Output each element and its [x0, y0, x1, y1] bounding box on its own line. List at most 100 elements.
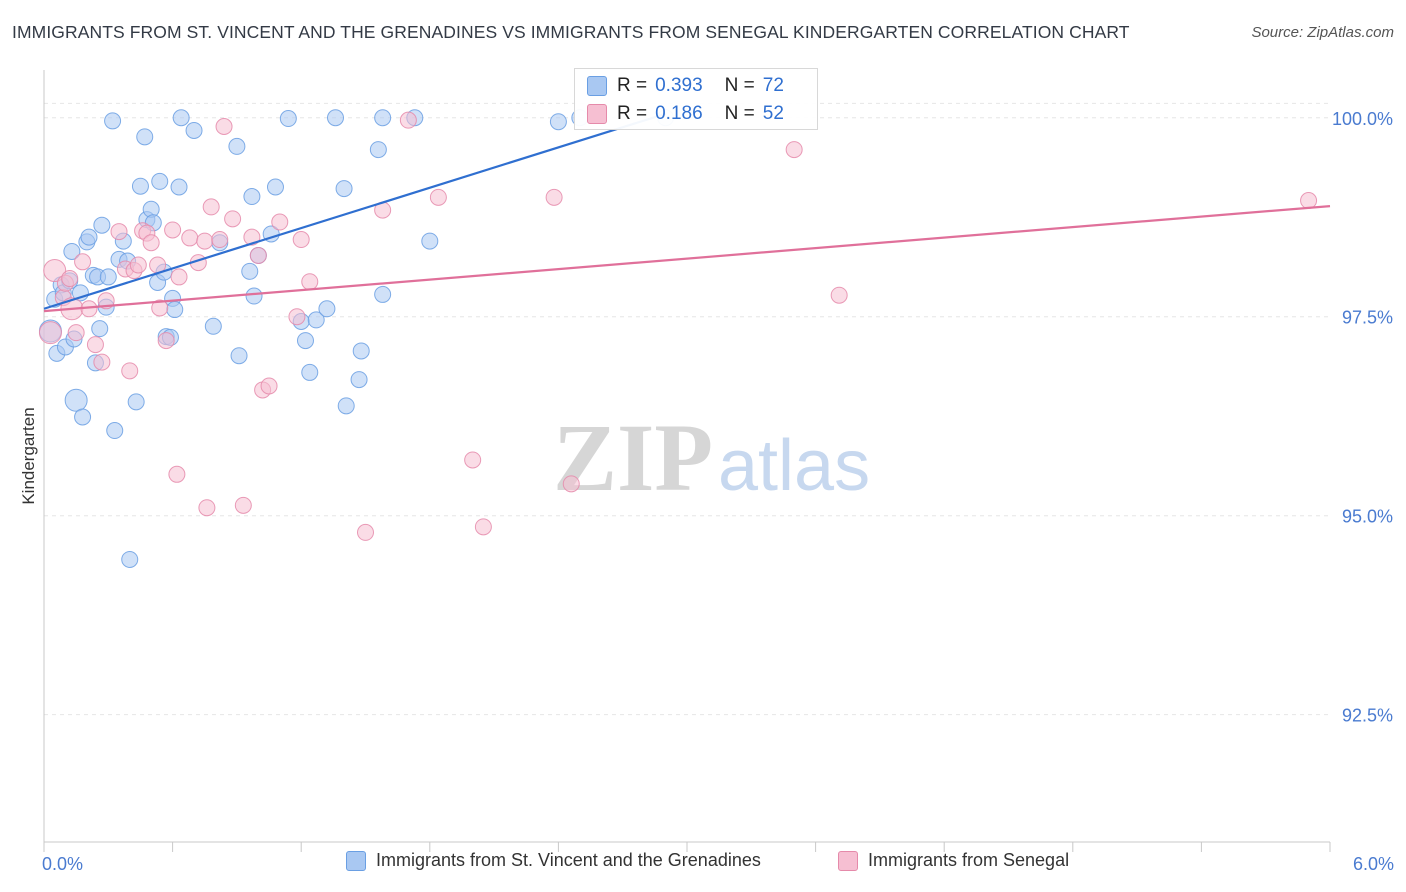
- point-senegal: [110, 223, 128, 241]
- legend-item-series1[interactable]: Immigrants from St. Vincent and the Gren…: [346, 850, 761, 871]
- y-axis-label: Kindergarten: [19, 407, 38, 504]
- point-st-vincent: [307, 311, 325, 329]
- point-st-vincent: [131, 177, 149, 195]
- point-st-vincent: [228, 137, 246, 155]
- point-st-vincent: [99, 268, 117, 286]
- point-senegal: [545, 188, 563, 206]
- point-st-vincent: [74, 408, 92, 426]
- point-st-vincent: [337, 397, 355, 415]
- trend-lines: [43, 112, 1331, 313]
- point-senegal: [357, 523, 374, 541]
- point-st-vincent: [296, 332, 314, 350]
- point-senegal: [399, 111, 417, 129]
- series2-legend-label: Immigrants from Senegal: [868, 850, 1070, 870]
- point-st-vincent: [80, 228, 98, 246]
- point-st-vincent: [549, 113, 567, 131]
- point-senegal: [142, 234, 160, 252]
- point-senegal: [151, 299, 169, 317]
- watermark-zip: ZIP: [553, 404, 713, 511]
- point-senegal: [74, 253, 92, 271]
- trend-line-st-vincent: [43, 112, 666, 310]
- point-senegal: [785, 141, 803, 159]
- point-senegal: [121, 362, 139, 380]
- point-st-vincent: [64, 388, 88, 412]
- point-st-vincent: [279, 110, 297, 128]
- point-st-vincent: [106, 422, 124, 440]
- point-senegal: [271, 213, 289, 231]
- stats-legend: R = 0.393 N = 72 R = 0.186 N = 52: [574, 68, 818, 130]
- point-st-vincent: [301, 363, 319, 381]
- r-label: R =: [617, 103, 648, 124]
- point-st-vincent: [151, 172, 169, 190]
- point-senegal: [243, 228, 261, 246]
- stats-row-series1: R = 0.393 N = 72: [587, 75, 784, 97]
- y-tick-label: 92.5%: [1342, 706, 1393, 726]
- point-st-vincent: [245, 287, 263, 305]
- legend-item-series2[interactable]: Immigrants from Senegal: [838, 850, 1069, 871]
- point-st-vincent: [93, 216, 111, 234]
- point-senegal: [202, 198, 220, 216]
- r-value: 0.393: [655, 75, 703, 96]
- point-st-vincent: [374, 109, 392, 127]
- watermark-atlas: atlas: [718, 426, 870, 506]
- point-senegal: [429, 188, 447, 206]
- point-st-vincent: [204, 317, 222, 335]
- point-senegal: [198, 499, 216, 517]
- point-st-vincent: [230, 347, 248, 365]
- point-st-vincent: [350, 371, 368, 389]
- stats-row-series2: R = 0.186 N = 52: [587, 103, 784, 125]
- point-senegal: [61, 270, 79, 288]
- point-st-vincent: [241, 262, 259, 280]
- point-st-vincent: [121, 550, 139, 568]
- point-senegal: [562, 475, 580, 493]
- x-tick-label-min: 0.0%: [42, 854, 83, 874]
- point-senegal: [260, 377, 278, 395]
- source-label: Source: ZipAtlas.com: [1251, 24, 1394, 41]
- point-senegal: [67, 324, 85, 342]
- series-legend: Immigrants from St. Vincent and the Gren…: [0, 850, 1406, 880]
- point-senegal: [215, 118, 233, 136]
- point-st-vincent: [266, 178, 284, 196]
- point-senegal: [234, 496, 252, 514]
- point-st-vincent: [104, 112, 122, 130]
- point-st-vincent: [127, 393, 145, 411]
- chart-title: IMMIGRANTS FROM ST. VINCENT AND THE GREN…: [12, 22, 1130, 42]
- point-st-vincent: [326, 109, 344, 127]
- point-st-vincent: [318, 300, 336, 318]
- series1-legend-label: Immigrants from St. Vincent and the Gren…: [376, 850, 761, 870]
- point-senegal: [93, 353, 111, 371]
- point-senegal: [249, 246, 267, 264]
- point-senegal: [38, 321, 62, 345]
- point-st-vincent: [136, 128, 154, 146]
- point-st-vincent: [172, 109, 190, 127]
- y-tick-label: 95.0%: [1342, 507, 1393, 527]
- point-st-vincent: [170, 178, 188, 196]
- series2-swatch: [587, 104, 607, 124]
- point-st-vincent: [63, 242, 81, 260]
- point-senegal: [157, 332, 175, 350]
- point-senegal: [43, 259, 67, 283]
- point-st-vincent: [335, 180, 353, 198]
- point-senegal: [129, 256, 147, 274]
- series2-legend-swatch: [838, 850, 858, 871]
- point-st-vincent: [91, 320, 109, 338]
- point-st-vincent: [421, 232, 439, 250]
- x-axis-ticks: [43, 842, 1331, 852]
- point-senegal: [464, 451, 482, 469]
- series1-swatch: [587, 76, 607, 96]
- n-label: N =: [724, 103, 755, 124]
- point-senegal: [292, 231, 310, 249]
- watermark: ZIP atlas: [553, 404, 870, 511]
- point-st-vincent: [374, 285, 392, 303]
- point-senegal: [86, 336, 104, 354]
- point-senegal: [168, 465, 186, 483]
- point-senegal: [474, 518, 492, 536]
- series1-legend-swatch: [346, 850, 366, 871]
- point-senegal: [830, 286, 848, 304]
- point-senegal: [196, 232, 214, 250]
- y-tick-labels: 92.5% 95.0% 97.5% 100.0%: [1332, 109, 1393, 726]
- point-senegal: [224, 210, 242, 228]
- point-senegal: [288, 308, 306, 326]
- n-value: 72: [762, 75, 784, 96]
